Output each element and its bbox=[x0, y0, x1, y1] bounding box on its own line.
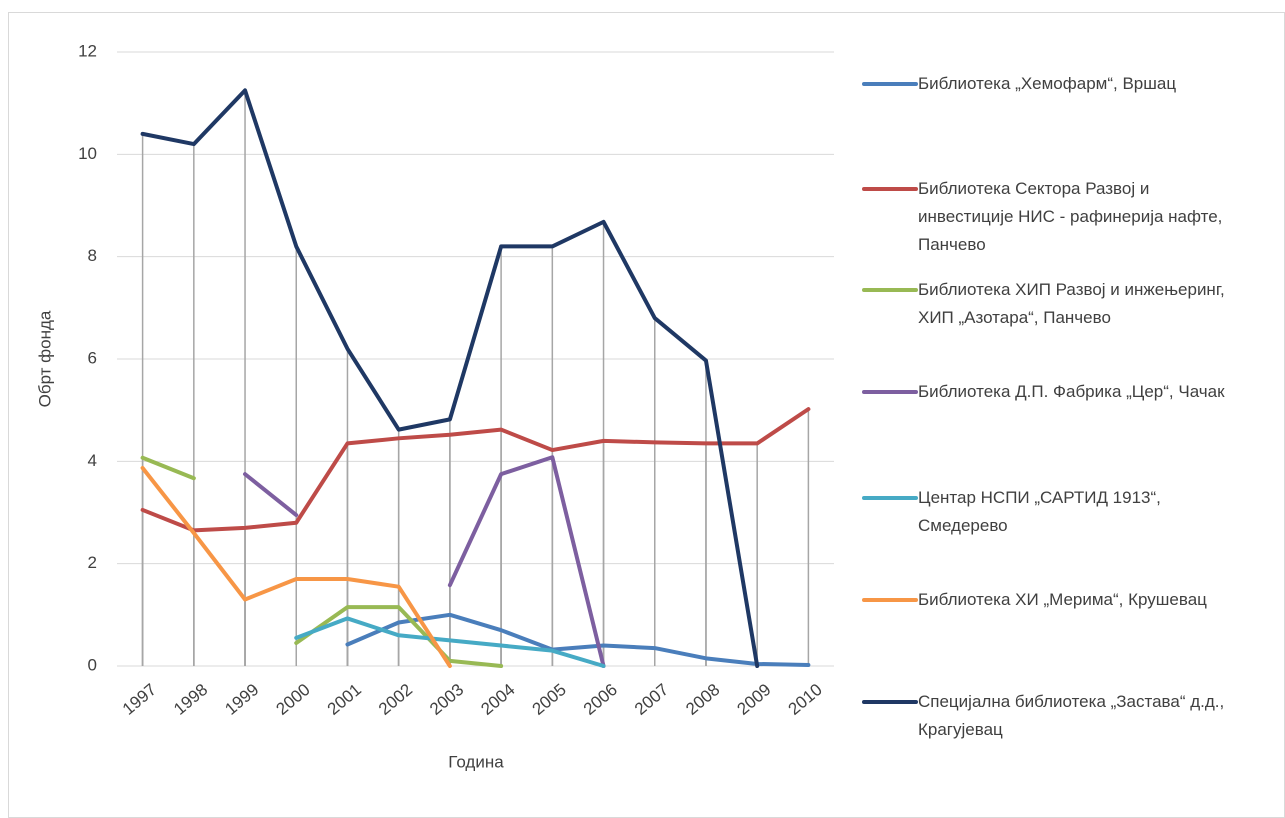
y-tick-label: 8 bbox=[88, 246, 97, 265]
legend-label: Библиотека Сектора Развој и инвестиције … bbox=[918, 179, 1223, 254]
y-tick-label: 0 bbox=[88, 655, 97, 674]
x-tick-label: 1999 bbox=[221, 680, 262, 719]
series-line bbox=[243, 455, 606, 668]
y-tick-label: 10 bbox=[78, 144, 97, 163]
series-line bbox=[294, 616, 606, 668]
series-line bbox=[140, 88, 760, 668]
x-tick-label: 2001 bbox=[324, 680, 365, 719]
legend-label: Библиотека Д.П. Фабрика „Цер“, Чачак bbox=[918, 382, 1225, 401]
legend-swatch bbox=[862, 390, 918, 394]
legend-label: Специјална библиотека „Застава“ д.д., Кр… bbox=[918, 692, 1225, 739]
x-tick-label: 2002 bbox=[375, 680, 416, 719]
y-tick-label: 4 bbox=[88, 451, 97, 470]
x-tick-label: 2005 bbox=[529, 680, 570, 719]
x-tick-label: 2007 bbox=[631, 680, 672, 719]
series-line bbox=[140, 465, 452, 668]
series-line bbox=[140, 455, 504, 668]
x-tick-label: 1997 bbox=[119, 680, 160, 719]
x-tick-label: 1998 bbox=[170, 680, 211, 719]
x-axis-label: Година bbox=[448, 752, 504, 771]
legend-item: Центар НСПИ „САРТИД 1913“, Смедерево bbox=[862, 484, 1262, 540]
legend-label: Библиотека ХИП Развој и инжењеринг, ХИП … bbox=[918, 280, 1225, 327]
legend-item: Библиотека ХИП Развој и инжењеринг, ХИП … bbox=[862, 276, 1262, 332]
x-tick-label: 2006 bbox=[580, 680, 621, 719]
x-tick-label: 2009 bbox=[733, 680, 774, 719]
legend-item: Библиотека „Хемофарм“, Вршац bbox=[862, 70, 1262, 98]
y-axis-label: Обрт фонда bbox=[35, 310, 54, 407]
series-line bbox=[140, 407, 811, 533]
x-tick-label: 2008 bbox=[682, 680, 723, 719]
legend-label: Библиотека „Хемофарм“, Вршац bbox=[918, 74, 1177, 93]
y-tick-label: 6 bbox=[88, 348, 97, 367]
legend-swatch bbox=[862, 598, 918, 602]
x-tick-label: 2000 bbox=[273, 680, 314, 719]
x-tick-label: 2004 bbox=[477, 680, 518, 719]
y-tick-label: 12 bbox=[78, 41, 97, 60]
legend-swatch bbox=[862, 187, 918, 191]
legend-item: Библиотека ХИ „Мерима“, Крушевац bbox=[862, 586, 1262, 614]
legend-swatch bbox=[862, 288, 918, 292]
legend-item: Специјална библиотека „Застава“ д.д., Кр… bbox=[862, 688, 1262, 744]
x-tick-label: 2003 bbox=[426, 680, 467, 719]
legend-label: Центар НСПИ „САРТИД 1913“, Смедерево bbox=[918, 488, 1161, 535]
legend-label: Библиотека ХИ „Мерима“, Крушевац bbox=[918, 590, 1207, 609]
legend-swatch bbox=[862, 700, 918, 704]
x-tick-label: 2010 bbox=[785, 680, 826, 719]
legend-item: Библиотека Сектора Развој и инвестиције … bbox=[862, 175, 1262, 259]
y-tick-label: 2 bbox=[88, 553, 97, 572]
legend-swatch bbox=[862, 82, 918, 86]
series-line bbox=[345, 612, 811, 667]
legend-swatch bbox=[862, 496, 918, 500]
legend-item: Библиотека Д.П. Фабрика „Цер“, Чачак bbox=[862, 378, 1262, 406]
